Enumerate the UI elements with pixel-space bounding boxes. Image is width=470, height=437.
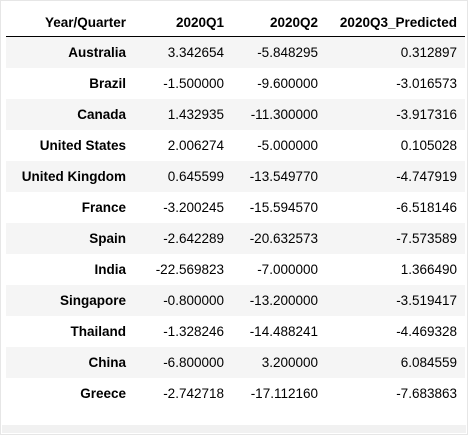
cell-2020q2: -13.549770 bbox=[249, 168, 318, 184]
cell-2020q1: -22.569823 bbox=[155, 261, 224, 277]
row-index-label: United Kingdom bbox=[21, 168, 126, 184]
table-row: France -3.200245 -15.594570 -6.518146 bbox=[6, 192, 465, 223]
row-index-label: Singapore bbox=[59, 292, 126, 308]
cell-2020q3-predicted: -4.469328 bbox=[396, 323, 457, 339]
cell-2020q3-predicted: 6.084559 bbox=[400, 354, 457, 370]
cell-2020q2: -5.000000 bbox=[257, 137, 318, 153]
table-row: China -6.800000 3.200000 6.084559 bbox=[6, 346, 465, 378]
cell-2020q3-predicted: -3.519417 bbox=[396, 292, 457, 308]
cell-2020q3-predicted: 1.366490 bbox=[400, 261, 457, 277]
row-index-label: France bbox=[81, 199, 126, 215]
row-index-label: Spain bbox=[89, 230, 126, 246]
table-row: United States 2.006274 -5.000000 0.105028 bbox=[6, 130, 465, 161]
table-row: United Kingdom 0.645599 -13.549770 -4.74791… bbox=[6, 160, 465, 192]
row-index-label: Canada bbox=[77, 106, 126, 122]
row-index-label: Thailand bbox=[70, 323, 126, 339]
cell-2020q1: -6.800000 bbox=[163, 354, 224, 370]
table-row: Thailand -1.328246 -14.488241 -4.469328 bbox=[6, 316, 465, 347]
table-row: Spain -2.642289 -20.632573 -7.573589 bbox=[6, 222, 465, 254]
row-index-label: United States bbox=[39, 137, 126, 153]
cell-2020q2: -7.000000 bbox=[257, 261, 318, 277]
cell-2020q2: 3.200000 bbox=[261, 354, 318, 370]
cell-2020q2: -14.488241 bbox=[249, 323, 318, 339]
row-index-label: India bbox=[94, 261, 126, 277]
cell-2020q3-predicted: -3.016573 bbox=[396, 75, 457, 91]
cell-2020q1: -1.500000 bbox=[163, 75, 224, 91]
cell-2020q3-predicted: -4.747919 bbox=[396, 168, 457, 184]
table-row: India -22.569823 -7.000000 1.366490 bbox=[6, 254, 465, 285]
cell-2020q1: 1.432935 bbox=[167, 106, 224, 122]
table-row: Greece -2.742718 -17.112160 -7.683863 bbox=[6, 378, 465, 409]
cell-2020q1: -1.328246 bbox=[163, 323, 224, 339]
row-index-label: Greece bbox=[80, 385, 126, 401]
cell-2020q1: -3.200245 bbox=[163, 199, 224, 215]
cell-2020q3-predicted: -3.917316 bbox=[396, 106, 457, 122]
cell-2020q3-predicted: 0.105028 bbox=[400, 137, 457, 153]
cell-2020q2: -11.300000 bbox=[250, 106, 318, 122]
column-header-index: Year/Quarter bbox=[6, 9, 134, 37]
cell-2020q3-predicted: -7.573589 bbox=[396, 230, 457, 246]
row-index-label: China bbox=[88, 354, 126, 370]
cell-2020q2: -5.848295 bbox=[257, 44, 318, 60]
table-row: Singapore -0.800000 -13.200000 -3.519417 bbox=[6, 284, 465, 316]
cell-2020q1: -0.800000 bbox=[163, 292, 224, 308]
table-header: Year/Quarter 2020Q1 2020Q2 2020Q3_Predic… bbox=[6, 9, 465, 37]
cell-2020q2: -20.632573 bbox=[249, 230, 318, 246]
cell-2020q1: -2.642289 bbox=[163, 230, 224, 246]
cell-2020q2: -13.200000 bbox=[249, 292, 318, 308]
cell-2020q2: -17.112160 bbox=[250, 385, 318, 401]
cell-2020q1: -2.742718 bbox=[163, 385, 224, 401]
horizontal-scrollbar[interactable] bbox=[2, 425, 466, 433]
dataframe-table: Year/Quarter 2020Q1 2020Q2 2020Q3_Predic… bbox=[6, 9, 465, 409]
table-row: Canada 1.432935 -11.300000 -3.917316 bbox=[6, 98, 465, 130]
header-row: Year/Quarter 2020Q1 2020Q2 2020Q3_Predic… bbox=[6, 9, 465, 37]
row-index-label: Australia bbox=[68, 44, 126, 60]
cell-2020q1: 3.342654 bbox=[167, 44, 224, 60]
table-row: Australia 3.342654 -5.848295 0.312897 bbox=[6, 36, 465, 68]
cell-2020q3-predicted: -6.518146 bbox=[396, 199, 457, 215]
column-header-2020q2: 2020Q2 bbox=[232, 9, 326, 37]
column-header-2020q3-predicted: 2020Q3_Predicted bbox=[326, 9, 465, 37]
row-index-label: Brazil bbox=[89, 75, 126, 91]
column-header-2020q1: 2020Q1 bbox=[134, 9, 232, 37]
table-body: Australia 3.342654 -5.848295 0.312897 Brazil… bbox=[6, 36, 465, 409]
cell-2020q1: 2.006274 bbox=[167, 137, 224, 153]
cell-2020q2: -15.594570 bbox=[249, 199, 318, 215]
cell-2020q3-predicted: -7.683863 bbox=[396, 385, 457, 401]
cell-2020q1: 0.645599 bbox=[167, 168, 224, 184]
cell-2020q2: -9.600000 bbox=[257, 75, 318, 91]
cell-2020q3-predicted: 0.312897 bbox=[400, 44, 457, 60]
table-row: Brazil -1.500000 -9.600000 -3.016573 bbox=[6, 68, 465, 99]
